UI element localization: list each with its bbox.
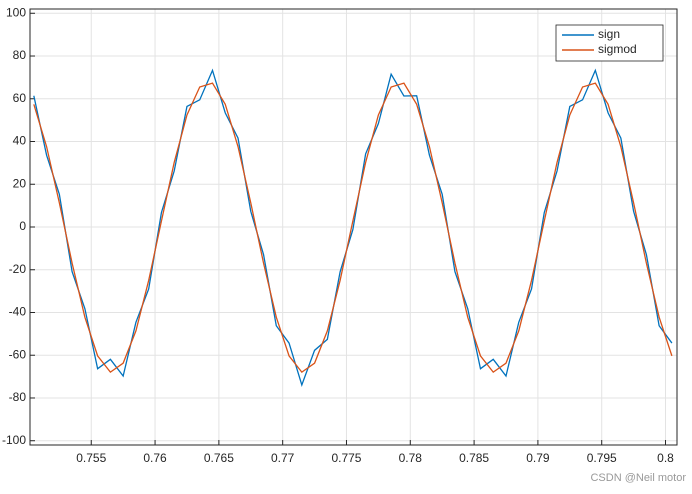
y-tick-label: -100	[2, 433, 26, 447]
line-series	[33, 68, 673, 387]
legend-label: sigmod	[598, 42, 637, 56]
y-tick-label: 100	[6, 5, 26, 19]
y-tick-label: -60	[9, 347, 27, 361]
x-tick-label: 0.785	[459, 451, 489, 465]
line-series	[33, 82, 673, 374]
y-tick-label: -80	[9, 390, 27, 404]
x-tick-label: 0.79	[526, 451, 550, 465]
y-tick-label: 20	[13, 176, 27, 190]
x-tick-label: 0.765	[204, 451, 234, 465]
x-tick-label: 0.76	[143, 451, 167, 465]
x-tick-label: 0.77	[271, 451, 295, 465]
axes-box	[29, 8, 678, 446]
y-tick-label: 60	[13, 91, 27, 105]
legend-box	[555, 24, 664, 62]
watermark: CSDN @Neil motor	[590, 472, 686, 484]
y-tick-label: 80	[13, 48, 27, 62]
x-tick-label: 0.775	[331, 451, 361, 465]
legend-label: sign	[598, 27, 620, 41]
y-tick-label: -20	[9, 262, 27, 276]
y-tick-label: 0	[19, 219, 26, 233]
x-tick-label: 0.755	[76, 451, 106, 465]
x-tick-label: 0.8	[657, 451, 674, 465]
y-tick-label: 40	[13, 134, 27, 148]
y-tick-label: -40	[9, 305, 27, 319]
x-tick-label: 0.78	[399, 451, 423, 465]
x-tick-label: 0.795	[587, 451, 617, 465]
